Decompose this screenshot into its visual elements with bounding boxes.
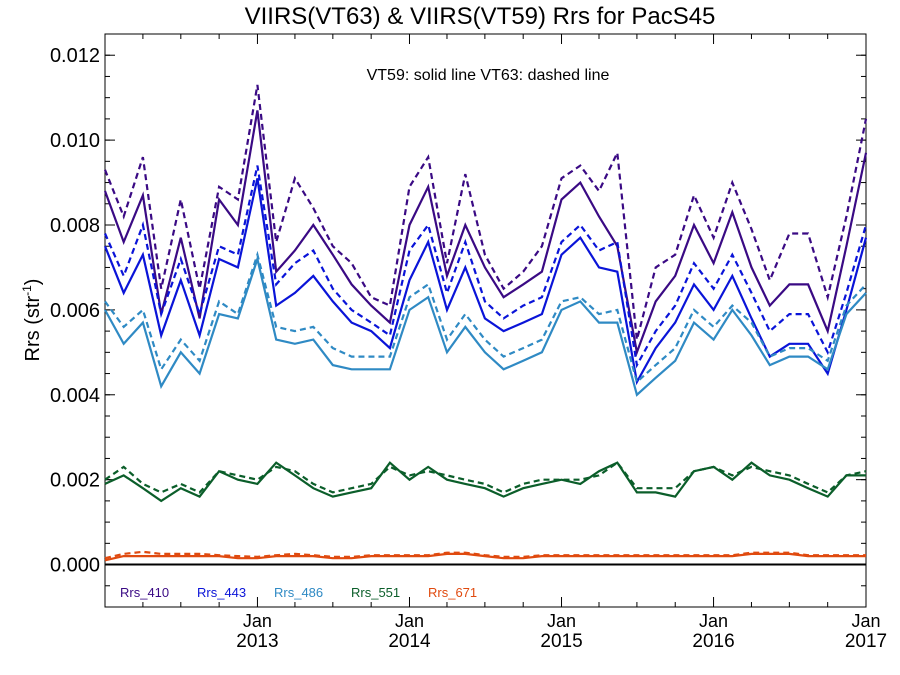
y-tick-label: 0.010 (50, 130, 100, 152)
y-axis-label-superscript: -1 (20, 285, 34, 296)
legend-entry-rrs-551: Rrs_551 (351, 585, 400, 600)
legend: Rrs_410 Rrs_443 Rrs_486 Rrs_551 Rrs_671 (120, 585, 477, 600)
chart-title: VIIRS(VT63) & VIIRS(VT59) Rrs for PacS45 (245, 3, 716, 30)
y-axis-label: Rrs (str-1) (20, 279, 44, 362)
line-style-annotation: VT59: solid line VT63: dashed line (367, 67, 610, 84)
x-tick-month-label: Jan (547, 611, 576, 631)
y-tick-label: 0.004 (50, 385, 100, 407)
plot-frame (104, 33, 867, 608)
x-tick-month-label: Jan (395, 611, 424, 631)
series-rrs-410-vt59-line (103, 110, 868, 357)
y-axis-ticks: 0.000 0.002 0.004 0.006 0.008 0.010 0.012 (50, 45, 866, 608)
x-tick-month-label: Jan (699, 611, 728, 631)
y-tick-label: 0.002 (50, 470, 100, 492)
y-tick-label: 0.008 (50, 215, 100, 237)
legend-entry-rrs-486: Rrs_486 (274, 585, 323, 600)
y-axis-label-text: Rrs (str (22, 296, 44, 362)
x-tick-month-label: Jan (851, 611, 880, 631)
y-tick-label: 0.000 (50, 555, 100, 577)
legend-entry-rrs-671: Rrs_671 (428, 585, 477, 600)
x-tick-year-label: 2014 (388, 631, 431, 652)
series-rrs-486-vt63-line (104, 250, 867, 385)
series-rrs-486-vt59-line (104, 254, 867, 397)
series-rrs-671-vt59-line (104, 552, 866, 562)
x-tick-year-label: 2017 (845, 631, 887, 652)
legend-entry-rrs-443: Rrs_443 (197, 585, 246, 600)
series-rrs-410-vt63-line (103, 84, 868, 340)
y-tick-label: 0.012 (50, 45, 100, 67)
series-rrs-443-vt63-line (103, 165, 868, 369)
series-rrs-551-vt59-line (104, 461, 866, 503)
x-tick-month-label: Jan (243, 611, 272, 631)
series-lines (103, 84, 868, 562)
y-axis-label-close: ) (22, 279, 44, 286)
y-tick-label: 0.006 (50, 300, 100, 322)
x-tick-year-label: 2013 (236, 631, 278, 652)
series-rrs-443-vt59-line (103, 178, 868, 386)
plot-frame-border (104, 33, 867, 608)
legend-entry-rrs-410: Rrs_410 (120, 585, 169, 600)
x-tick-year-label: 2015 (540, 631, 582, 652)
x-tick-year-label: 2016 (692, 631, 734, 652)
